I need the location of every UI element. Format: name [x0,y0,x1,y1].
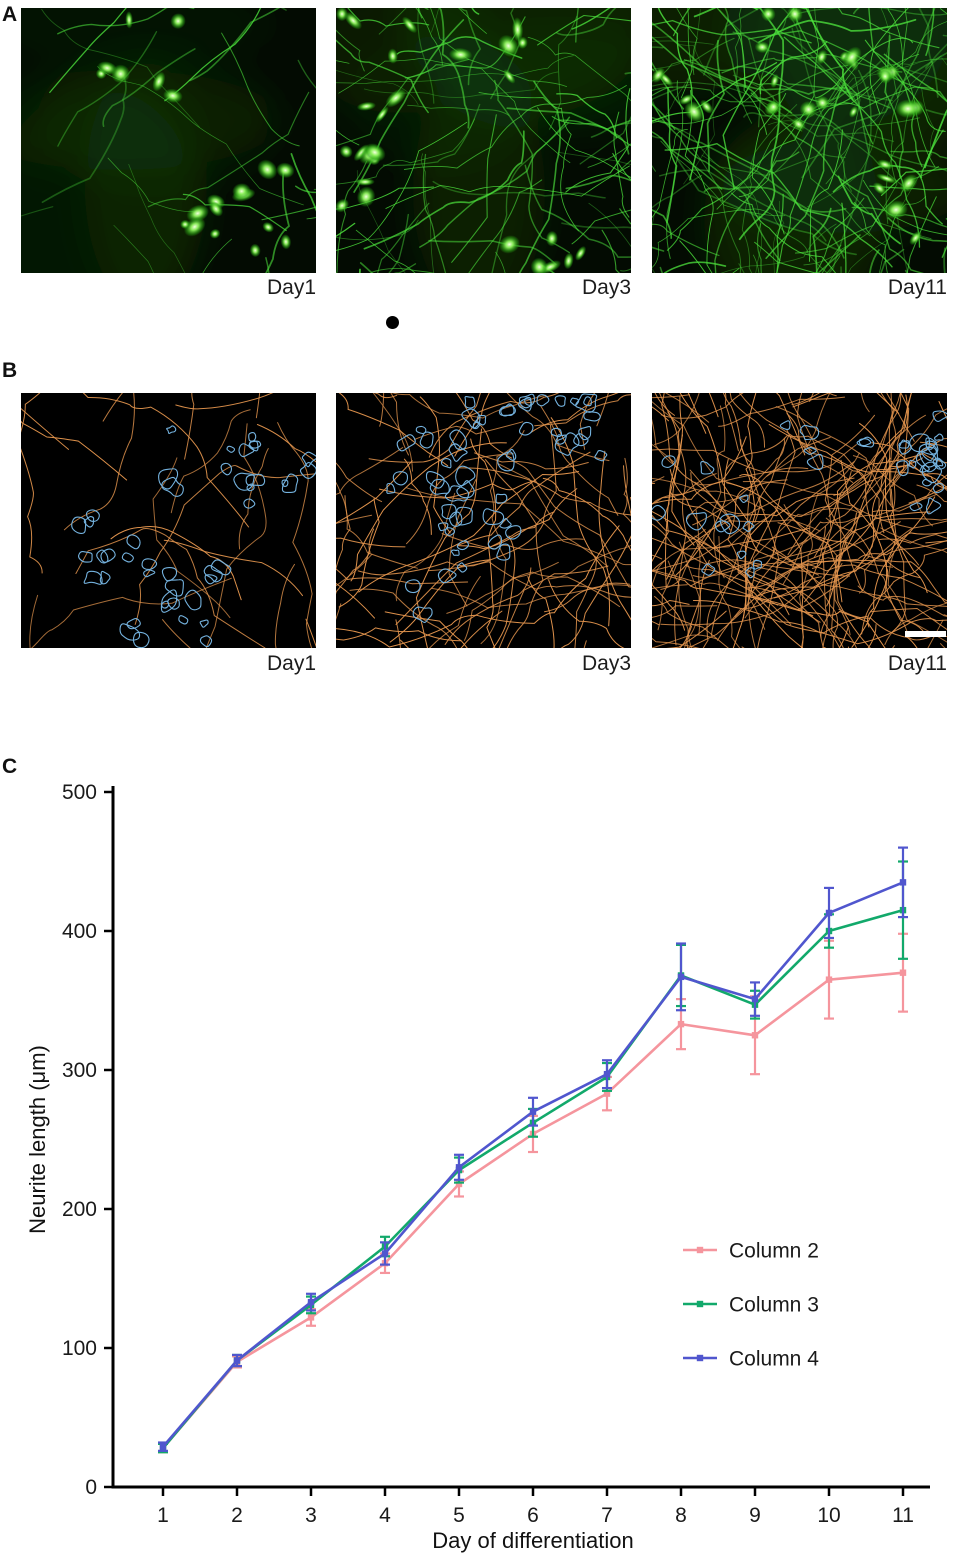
svg-text:200: 200 [62,1198,97,1221]
panel-c-label: C [2,755,18,778]
scale-bar [905,631,946,637]
neurite-length-chart: 0 100 200 300 400 500 1 2 3 4 5 6 7 8 9 10 11 Day of diff… [25,781,930,1553]
svg-text:3: 3 [305,1504,317,1527]
svg-text:5: 5 [453,1504,465,1527]
svg-text:7: 7 [601,1504,613,1527]
legend-label: Column 2 [729,1240,819,1263]
fluorescence-micrograph-day3 [336,8,631,273]
series-column-4 [158,846,908,1452]
svg-text:6: 6 [527,1504,539,1527]
svg-text:4: 4 [379,1504,391,1527]
svg-text:11: 11 [892,1504,914,1527]
svg-text:9: 9 [749,1504,761,1527]
x-axis-title: Day of differentiation [432,1528,633,1553]
fluorescence-micrograph-day1 [21,8,316,273]
tick-marks [104,790,905,1496]
svg-text:2: 2 [231,1504,243,1527]
svg-text:1: 1 [157,1504,169,1527]
traced-micrograph-day11 [652,393,947,648]
tick-labels: 0 100 200 300 400 500 1 2 3 4 5 6 7 8 9 10 11 [62,781,914,1527]
svg-text:300: 300 [62,1059,97,1082]
traced-micrograph-day3 [336,393,631,648]
traced-micrograph-day1 [21,393,316,648]
svg-text:400: 400 [62,920,97,943]
legend-label: Column 3 [729,1294,819,1317]
caption-b-day11: Day11 [887,652,947,675]
caption-a-day1: Day1 [266,276,316,299]
axes [111,786,930,1489]
y-axis-title: Neurite length (μm) [25,1045,50,1234]
svg-text:500: 500 [62,781,97,804]
caption-a-day3: Day3 [581,276,631,299]
fluorescence-micrograph-day11 [652,8,947,273]
caption-b-day1: Day1 [266,652,316,675]
panel-b-label: B [2,359,18,382]
series-column-2 [158,932,908,1454]
svg-text:8: 8 [675,1504,687,1527]
panel-a-label: A [2,3,18,26]
svg-text:10: 10 [817,1504,840,1527]
bullet-dot [386,316,399,329]
svg-text:0: 0 [85,1476,97,1499]
caption-a-day11: Day11 [887,276,947,299]
legend-label: Column 4 [729,1348,819,1371]
svg-text:100: 100 [62,1337,97,1360]
caption-b-day3: Day3 [581,652,631,675]
legend: Column 2 Column 3 Column 4 [683,1240,819,1371]
